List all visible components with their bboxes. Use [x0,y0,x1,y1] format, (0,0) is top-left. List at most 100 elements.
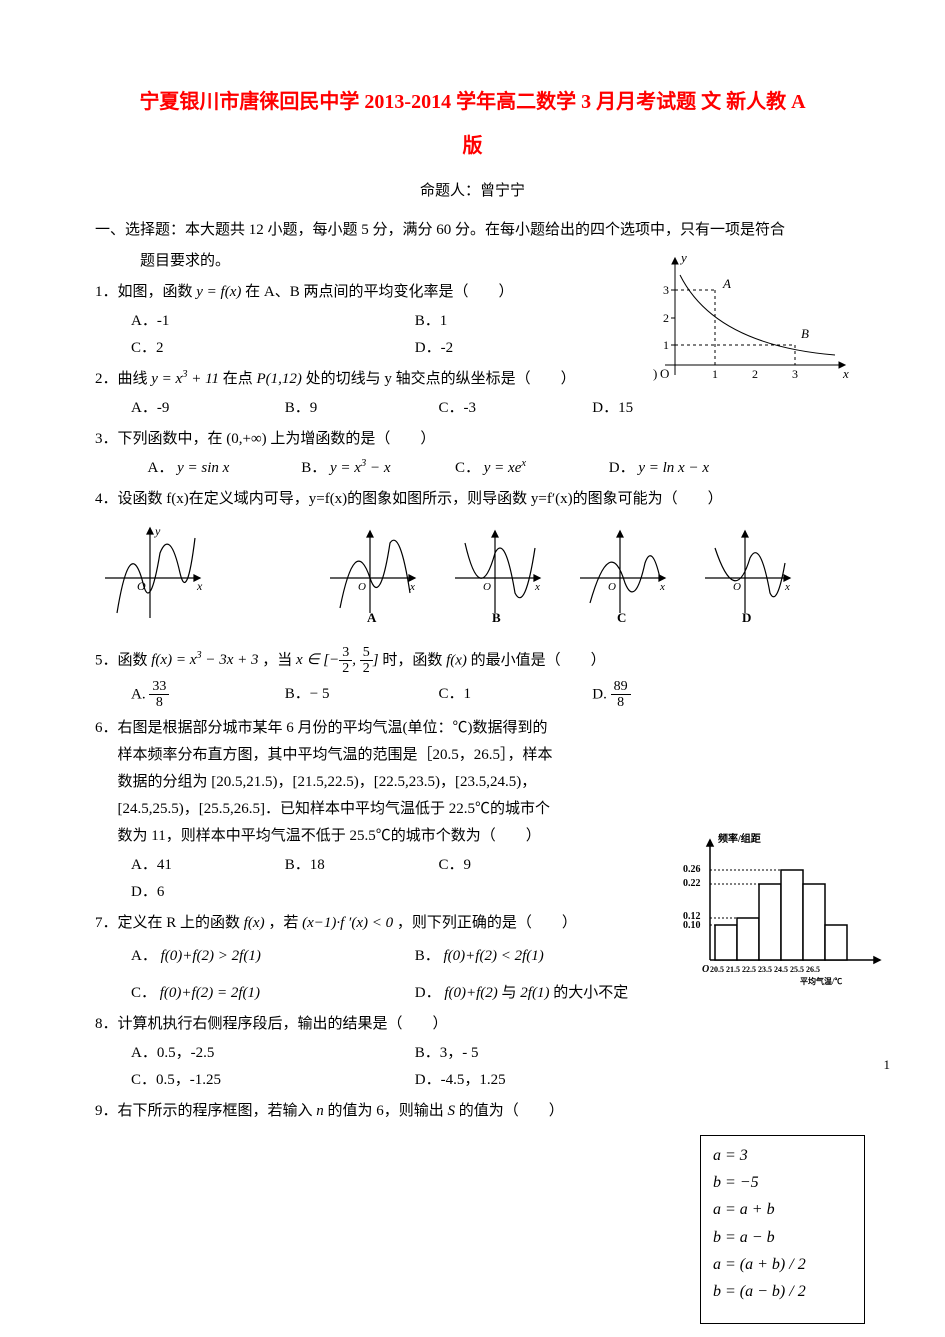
svg-text:y: y [154,524,161,538]
fig-q1-B: B [801,326,809,341]
q2-optA: A．-9 [131,395,281,422]
svg-text:O: O [483,581,491,593]
q5-optA: A. 338 [131,679,281,711]
q9-ta: 9．右下所示的程序框图，若输入 [95,1103,316,1119]
q9-n: n [316,1103,324,1119]
q3-optA-f: y = sin x [177,460,229,476]
q3-optC-f: y = xex [484,460,526,476]
q5-optC: C．1 [439,681,589,708]
q6-optC: C．9 [439,852,589,879]
q8-optA: A．0.5，-2.5 [131,1040,411,1067]
q5-rb-n: 5 [360,645,373,661]
page-number: 1 [884,1053,891,1076]
q5-optD-pre: D. [592,686,610,702]
svg-text:O: O [608,581,616,593]
svg-text:O: O [733,581,741,593]
q1-optB: B．1 [415,308,448,335]
q7-optD: D． f(0)+f(2) 与 2f(1) 的大小不定 [415,980,628,1007]
question-9: 9．右下所示的程序框图，若输入 n 的值为 6，则输出 S 的值为（ ） [95,1098,850,1125]
q5-td: 的最小值是（ ） [471,652,606,668]
svg-text:20.5 21.5 22.5 23.5 24.5 25.5: 20.5 21.5 22.5 23.5 24.5 25.5 26.5 [710,965,820,974]
q7-optC: C． f(0)+f(2) = 2f(1) [131,980,411,1007]
fig-q1-ylabel: y [679,250,687,265]
question-8: 8．计算机执行右侧程序段后，输出的结果是（ ） [95,1011,850,1038]
q3-optD: D． y = ln x − x [609,455,709,482]
q7-optA-pre: A． [131,948,157,964]
q7-tc: ，则下列正确的是（ ） [397,915,577,931]
q1-optC: C．2 [131,335,411,362]
q7-optD-tail: 的大小不定 [553,985,628,1001]
q5-optD-d: 8 [611,695,631,710]
section-1-l1: 一、选择题：本大题共 12 小题，每小题 5 分，满分 60 分。在每小题给出的… [95,222,785,238]
question-3: 3．下列函数中，在 (0,+∞) 上为增函数的是（ ） [95,426,850,453]
page-title: 宁夏银川市唐徕回民中学 2013-2014 学年高二数学 3 月月考试题 文 新… [95,80,850,168]
q1-text: 1．如图，函数 [95,284,196,300]
q7-optA: A． f(0)+f(2) > 2f(1) [131,943,411,970]
svg-text:x: x [534,581,540,593]
author-line: 命题人：曾宁宁 [95,178,850,205]
q2-mid: 在点 [223,371,257,387]
q2-opts: A．-9 B．9 C．-3 D．15 [95,395,850,422]
q5-optA-n: 33 [149,679,169,695]
q5-optA-d: 8 [149,695,169,710]
q4-label-B: B [492,610,501,623]
q1-formula: y = f(x) [196,284,241,300]
q5-f: f(x) = x3 − 3x + 3 [151,652,258,668]
q3-opts: A． y = sin x B． y = x3 − x C． y = xex D．… [95,455,850,482]
q6-opts: A．41 B．18 C．9 D．6 [95,852,615,906]
title-line2: 版 [463,135,483,157]
svg-text:x: x [196,579,203,593]
q8-opts-r2: C．0.5，-1.25 D．-4.5，1.25 [95,1067,850,1094]
q2-optD: D．15 [592,395,633,422]
section-1-header: 一、选择题：本大题共 12 小题，每小题 5 分，满分 60 分。在每小题给出的… [95,217,850,244]
q6-optA: A．41 [131,852,281,879]
code-l4: b = a − b [713,1224,852,1251]
q6-l4: [24.5,25.5)，[25.5,26.5]．已知样本中平均气温低于 22.5… [95,801,550,817]
code-l1: a = 3 [713,1142,852,1169]
q2-optC: C．-3 [439,395,589,422]
q7-optA-f: f(0)+f(2) > 2f(1) [161,948,261,964]
code-l3: a = a + b [713,1196,852,1223]
q7-optD-pre: D． [415,985,441,1001]
fig-q1-A: A [722,276,731,291]
q5-range: x ∈ [−32, 52] [296,652,379,668]
q7-tb: ，若 [268,915,302,931]
q5-optA-pre: A. [131,686,149,702]
q3-optC: C． y = xex [455,455,605,482]
q5-ra-n: 3 [339,645,352,661]
q6-l1: 6．右图是根据部分城市某年 6 月份的平均气温(单位：℃)数据得到的 [95,720,548,736]
q7-optB-f: f(0)+f(2) < 2f(1) [444,948,544,964]
question-7: 7．定义在 R 上的函数 f(x) ，若 (x−1)·f ′(x) < 0 ，则… [95,910,850,937]
q3-optB-f: y = x3 − x [330,460,390,476]
q9-tc: 的值为（ ） [459,1103,564,1119]
svg-text:O: O [137,579,146,593]
figure-q4: O y x O x A O x B O x C [95,523,835,623]
q7-optC-pre: C． [131,985,156,1001]
q3-optB-pre: B． [301,460,326,476]
q6-ylabel: 频率/组距 [718,832,761,845]
question-6: 6．右图是根据部分城市某年 6 月份的平均气温(单位：℃)数据得到的 样本频率分… [95,715,615,850]
q4-label-D: D [742,610,751,623]
q6-l2: 样本频率分布直方图，其中平均气温的范围是［20.5，26.5］，样本 [95,747,553,763]
q6-l5: 数为 11，则样本中平均气温不低于 25.5℃的城市个数为（ ） [95,828,541,844]
q7-cond: (x−1)·f ′(x) < 0 [302,915,393,931]
q1-optA: A．-1 [131,308,411,335]
q7-optD-a: f(0)+f(2) [444,985,497,1001]
q3-optD-f: y = ln x − x [638,460,709,476]
q6-yt4: 0.26 [683,864,701,875]
q9-S: S [448,1103,456,1119]
q7-optD-mid: 与 [502,985,521,1001]
q8-optB: B．3，- 5 [415,1040,479,1067]
q5-tc: 时，函数 [382,652,446,668]
q2-text: 2．曲线 [95,371,151,387]
section-1-l2: 题目要求的。 [140,253,230,269]
q5-opts: A. 338 B．− 5 C．1 D. 898 [95,679,850,711]
q5-tb: ，当 [262,652,296,668]
q3-optB: B． y = x3 − x [301,455,451,482]
q5-optB: B．− 5 [285,681,435,708]
q5-fx: f(x) [446,652,467,668]
code-l2: b = −5 [713,1169,852,1196]
q3-optC-pre: C． [455,460,480,476]
q6-xlabel: 平均气温/℃ [800,976,842,986]
fig-q1-yt1: 1 [663,338,669,352]
